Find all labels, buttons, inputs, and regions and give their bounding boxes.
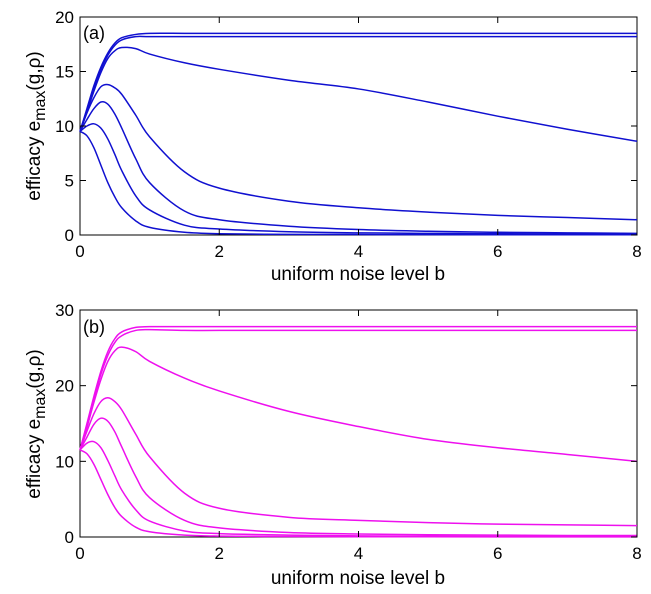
x-tick-label: 2 bbox=[215, 544, 224, 563]
panel-label-a: (a) bbox=[83, 23, 105, 43]
series-line-2 bbox=[79, 35, 637, 132]
y-tick-label: 20 bbox=[55, 8, 74, 27]
ticks-group-a: 0 2 4 6 8 0 5 10 15 20 bbox=[55, 8, 642, 261]
x-tick-label: 0 bbox=[75, 242, 84, 261]
y-axis-label-main-b: efficacy e bbox=[24, 419, 45, 499]
y-axis-label-tail-b: (g,ρ) bbox=[24, 349, 45, 388]
panel-label-b: (b) bbox=[83, 317, 105, 337]
x-axis-label-a: uniform noise level b bbox=[271, 264, 445, 285]
x-axis-label-b: uniform noise level b bbox=[271, 568, 445, 589]
y-tick-label: 20 bbox=[55, 377, 74, 396]
y-tick-label: 10 bbox=[55, 117, 74, 136]
series-line-5 bbox=[79, 101, 638, 235]
series-line-2 bbox=[79, 328, 637, 451]
y-tick-label: 5 bbox=[65, 172, 74, 191]
y-tick-label: 0 bbox=[65, 528, 74, 547]
series-group-a bbox=[79, 32, 638, 236]
y-axis-label-tail-a: (g,ρ) bbox=[24, 51, 45, 90]
series-line-1 bbox=[79, 32, 637, 132]
plot-area-b bbox=[79, 309, 638, 538]
plot-area-a bbox=[79, 16, 638, 236]
x-tick-label: 6 bbox=[493, 242, 502, 261]
y-tick-label: 30 bbox=[55, 301, 74, 320]
panel-b: 0 2 4 6 8 0 10 20 30 (b) uniform noise level b e… bbox=[24, 301, 642, 589]
series-line-1 bbox=[79, 325, 637, 451]
series-group-b bbox=[79, 325, 638, 538]
x-tick-label: 8 bbox=[632, 544, 641, 563]
ticks-group-b: 0 2 4 6 8 0 10 20 30 bbox=[55, 301, 642, 563]
series-line-4 bbox=[79, 83, 638, 221]
x-tick-label: 4 bbox=[354, 544, 363, 563]
series-line-3 bbox=[79, 46, 638, 142]
y-axis-label-main-a: efficacy e bbox=[24, 121, 45, 201]
y-axis-label-a: efficacy emax(g,ρ) bbox=[24, 51, 49, 200]
series-line-5 bbox=[79, 417, 638, 537]
y-tick-label: 10 bbox=[55, 452, 74, 471]
x-tick-label: 6 bbox=[493, 544, 502, 563]
y-axis-label-sub-b: max bbox=[32, 389, 49, 419]
y-axis-label-sub-a: max bbox=[32, 91, 49, 121]
y-axis-label-b: efficacy emax(g,ρ) bbox=[24, 349, 49, 498]
x-tick-label: 8 bbox=[632, 242, 641, 261]
series-line-7 bbox=[79, 130, 637, 236]
x-tick-label: 4 bbox=[354, 242, 363, 261]
x-tick-label: 0 bbox=[75, 544, 84, 563]
series-line-7 bbox=[79, 449, 637, 538]
y-tick-label: 15 bbox=[55, 63, 74, 82]
series-line-4 bbox=[79, 397, 638, 527]
series-line-6 bbox=[79, 123, 638, 235]
y-tick-label: 0 bbox=[65, 226, 74, 245]
series-line-3 bbox=[79, 346, 638, 463]
x-tick-label: 2 bbox=[215, 242, 224, 261]
